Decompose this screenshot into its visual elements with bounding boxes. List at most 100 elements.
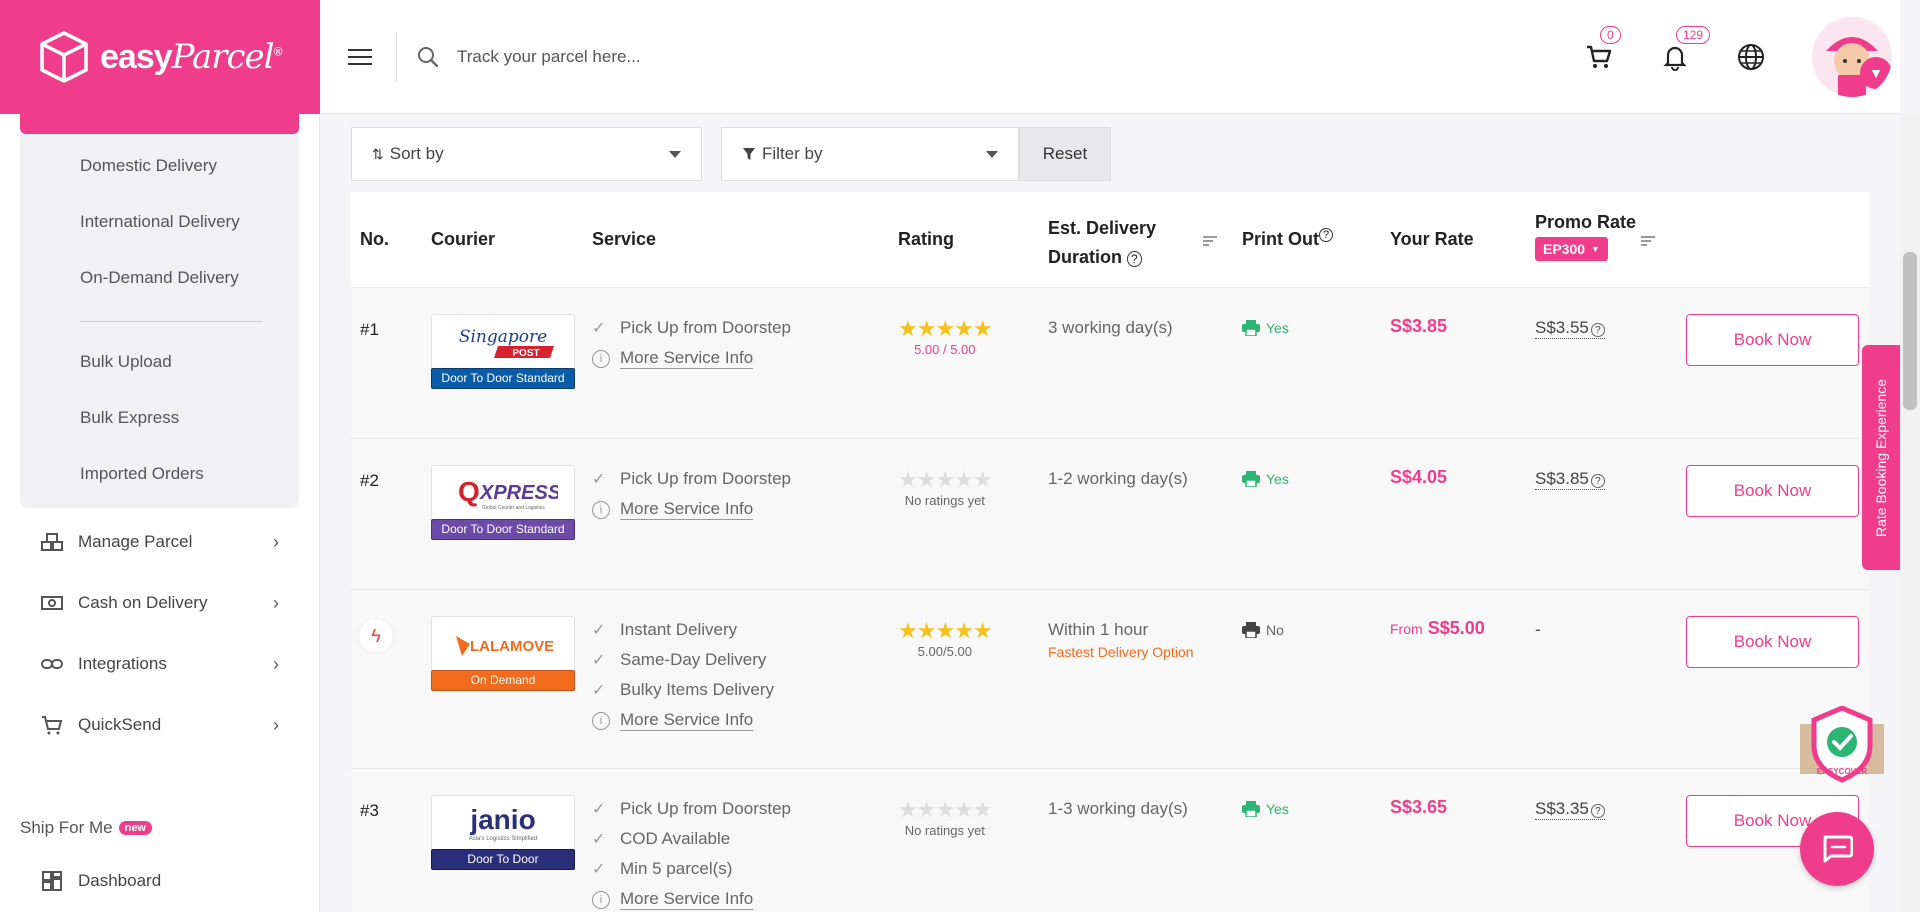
top-bar: 0 129 ▼ [320, 0, 1900, 114]
check-icon: ✓ [592, 682, 606, 699]
cart-button[interactable]: 0 [1584, 26, 1621, 72]
book-now-button[interactable]: Book Now [1686, 314, 1859, 366]
filter-by-dropdown[interactable]: Filter by [721, 127, 1019, 181]
cash-icon [41, 596, 63, 610]
sidebar-item-cash-on-delivery[interactable]: Cash on Delivery › [40, 591, 279, 615]
courier-card[interactable]: Q XPRESS Global Courier and Logistics Do… [431, 465, 575, 540]
easycover-badge[interactable]: EASYCOVER [1800, 705, 1884, 784]
check-icon: ✓ [592, 471, 606, 488]
sidebar-item-on-demand-delivery[interactable]: On-Demand Delivery [80, 268, 239, 287]
est-delivery: Within 1 hour Fastest Delivery Option [1048, 620, 1194, 660]
check-icon: ✓ [592, 831, 606, 848]
chevron-right-icon: › [273, 653, 279, 674]
singpost-logo: Singapore POST [431, 314, 575, 370]
divider [80, 321, 262, 322]
sidebar: Domestic Delivery International Delivery… [0, 114, 320, 912]
chevron-down-icon[interactable]: ▼ [1860, 57, 1892, 89]
courier-card[interactable]: janio Asia's Logistics Simplified Door T… [431, 795, 575, 870]
table-row: #2 Q XPRESS Global Courier and Logistics… [351, 439, 1869, 590]
table-row: #1 Singapore POST Door To Door Standard … [351, 288, 1869, 439]
star-rating-icon: ★★★★★ [898, 467, 993, 492]
check-icon: ✓ [592, 622, 606, 639]
cart-plus-icon [42, 716, 63, 735]
courier-card[interactable]: Singapore POST Door To Door Standard [431, 314, 575, 389]
caret-down-icon [669, 150, 681, 158]
your-rate: S$3.85 [1390, 316, 1448, 336]
new-badge: new [118, 821, 152, 835]
chat-button[interactable] [1800, 812, 1874, 886]
notifications-button[interactable]: 129 [1660, 26, 1711, 72]
delivery-submenu [20, 114, 299, 508]
cart-count-badge: 0 [1600, 26, 1621, 44]
courier-card[interactable]: LALAMOVE On Demand [431, 616, 575, 691]
printer-icon [1242, 801, 1260, 817]
promo-code-dropdown[interactable]: EP300 ▼ [1535, 237, 1608, 261]
brand-logo[interactable]: easyParcel® [0, 0, 320, 114]
sidebar-item-imported-orders[interactable]: Imported Orders [80, 464, 204, 483]
lalamove-logo-icon: LALAMOVE [456, 636, 554, 656]
sidebar-item-dashboard[interactable]: Dashboard [40, 869, 279, 893]
sidebar-item-quicksend[interactable]: QuickSend › [40, 713, 279, 737]
info-icon: i [592, 349, 610, 368]
sidebar-item-integrations[interactable]: Integrations › [40, 652, 279, 676]
courier-rates-table: No. Courier Service Rating Est. Delivery… [351, 192, 1869, 912]
sidebar-item-international-delivery[interactable]: International Delivery [80, 212, 240, 231]
more-service-info-link[interactable]: More Service Info [620, 889, 754, 910]
janio-logo-icon: janio Asia's Logistics Simplified [469, 804, 538, 842]
sort-by-dropdown[interactable]: ⇅ Sort by [351, 127, 702, 181]
sidebar-item-domestic-delivery[interactable]: Domestic Delivery [80, 156, 217, 175]
check-icon: ✓ [592, 801, 606, 818]
service-list: ✓ Instant Delivery ✓ Same-Day Delivery ✓ Bu… [592, 620, 774, 741]
language-button[interactable] [1736, 42, 1766, 72]
column-header-rating: Rating [898, 229, 954, 249]
promo-rate: - [1535, 620, 1541, 639]
more-service-info-link[interactable]: More Service Info [620, 348, 754, 369]
rating: ★★★★★ No ratings yet [898, 467, 993, 508]
sort-by-label: Sort by [389, 144, 444, 163]
sidebar-item-bulk-express[interactable]: Bulk Express [80, 408, 180, 427]
chat-bubble-icon [1823, 835, 1853, 863]
est-delivery: 3 working day(s) [1048, 318, 1173, 337]
service-list: ✓ Pick Up from Doorstep i More Service Inf… [592, 318, 791, 379]
column-header-your-rate: Your Rate [1390, 229, 1474, 249]
service-feature: Same-Day Delivery [620, 650, 767, 669]
page-scrollbar[interactable] [1900, 114, 1920, 912]
lalamove-logo: LALAMOVE [431, 616, 575, 672]
info-icon: i [592, 500, 610, 519]
rating: ★★★★★ No ratings yet [898, 797, 993, 838]
service-feature: Instant Delivery [620, 620, 738, 639]
scrollbar-thumb[interactable] [1903, 252, 1917, 410]
help-icon: ? [1127, 251, 1142, 267]
more-service-info-link[interactable]: More Service Info [620, 499, 754, 520]
hamburger-menu-icon[interactable] [348, 44, 372, 70]
print-out-status: Yes [1242, 471, 1289, 487]
sidebar-item-manage-parcel[interactable]: Manage Parcel › [40, 530, 279, 554]
track-parcel-input[interactable] [457, 46, 1057, 67]
rate-booking-experience-tab[interactable]: Rate Booking Experience [1862, 345, 1900, 570]
sidebar-item-bulk-upload[interactable]: Bulk Upload [80, 352, 172, 371]
book-now-button[interactable]: Book Now [1686, 465, 1859, 517]
svg-text:XPRESS: XPRESS [479, 482, 558, 504]
sort-promo-rate-icon[interactable] [1641, 234, 1655, 248]
sidebar-item-label: Cash on Delivery [78, 593, 208, 612]
check-icon: ✓ [592, 652, 606, 669]
reset-button[interactable]: Reset [1019, 127, 1111, 181]
sidebar-item-label: Manage Parcel [78, 532, 193, 551]
sort-est-delivery-icon[interactable] [1203, 234, 1217, 248]
filter-by-label: Filter by [762, 144, 823, 163]
sidebar-item-label: Dashboard [78, 871, 162, 890]
rating-text: 5.00 / 5.00 [914, 342, 976, 357]
service-list: ✓ Pick Up from Doorstep i More Service Inf… [592, 469, 791, 530]
star-rating-icon: ★★★★★ [898, 618, 993, 643]
help-icon: ? [1319, 228, 1334, 242]
print-out-status: Yes [1242, 320, 1289, 336]
book-now-button[interactable]: Book Now [1686, 616, 1859, 668]
printer-icon [1242, 471, 1260, 487]
more-service-info-link[interactable]: More Service Info [620, 710, 754, 731]
user-avatar[interactable]: ▼ [1812, 17, 1892, 97]
service-feature: COD Available [620, 829, 731, 848]
your-rate: S$3.65 [1390, 797, 1448, 817]
cart-icon [1587, 45, 1612, 68]
rating-text: 5.00/5.00 [917, 644, 972, 659]
chevron-right-icon: › [273, 531, 279, 552]
